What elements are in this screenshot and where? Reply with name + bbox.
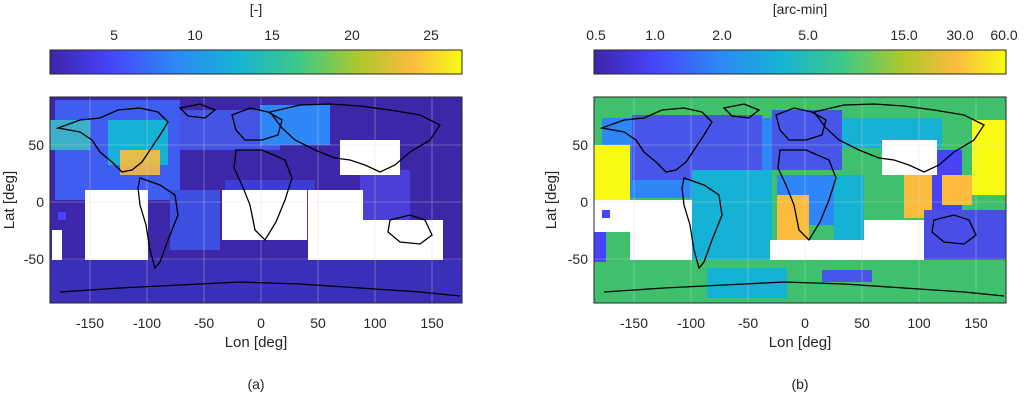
grid-a	[50, 97, 462, 303]
x-ticks: -150 -100 -50 0 50 100 150	[620, 315, 988, 331]
colorbar-tick: 60.0	[990, 27, 1017, 43]
colorbar-tick-labels: 0.5 1.0 2.0 5.0 15.0 30.0 60.0	[586, 27, 1018, 43]
x-tick: -50	[738, 315, 758, 331]
x-tick: -50	[194, 315, 214, 331]
y-tick: -50	[568, 251, 588, 267]
x-tick: 150	[964, 315, 988, 331]
colorbar-tick: 1.0	[645, 27, 665, 43]
y-axis-label: Lat [deg]	[1, 171, 18, 229]
x-ticks: -150 -100 -50 0 50 100 150	[76, 315, 444, 331]
x-tick: 50	[854, 315, 870, 331]
map-b	[594, 97, 1006, 303]
y-axis-label: Lat [deg]	[543, 171, 560, 229]
x-tick: -150	[620, 315, 648, 331]
coastline-a	[55, 103, 461, 297]
map-a	[50, 97, 462, 303]
colorbar-tick: 15.0	[890, 27, 917, 43]
y-tick: 0	[36, 194, 44, 210]
x-axis-label: Lon [deg]	[769, 334, 832, 351]
y-tick: 50	[572, 137, 588, 153]
colorbar-tick: 2.0	[712, 27, 732, 43]
x-tick: 0	[801, 315, 809, 331]
colorbar-tick: 5.0	[798, 27, 818, 43]
y-ticks: 50 0 -50	[568, 137, 588, 267]
y-tick: 0	[580, 194, 588, 210]
x-tick: 150	[420, 315, 444, 331]
x-tick: 50	[310, 315, 326, 331]
y-ticks: 50 0 -50	[24, 137, 44, 267]
x-tick: -150	[76, 315, 104, 331]
colorbar-tick: 10	[187, 27, 203, 43]
panel-a: [-] 5 10 15 20 25	[1, 1, 463, 392]
colorbar	[593, 49, 1007, 75]
colorbar-title: [-]	[250, 1, 262, 17]
x-tick: 100	[907, 315, 931, 331]
x-tick: 0	[257, 315, 265, 331]
x-tick: -100	[677, 315, 705, 331]
coastline-b	[599, 103, 1005, 297]
caption: (a)	[247, 376, 264, 392]
colorbar-tick: 0.5	[586, 27, 606, 43]
caption: (b)	[791, 376, 808, 392]
grid-b	[594, 97, 1006, 303]
map-frame	[49, 96, 463, 304]
colorbar-tick: 30.0	[946, 27, 973, 43]
x-axis-label: Lon [deg]	[225, 334, 288, 351]
colorbar-title: [arc-min]	[773, 1, 827, 17]
colorbar-tick: 15	[264, 27, 280, 43]
colorbar-tick: 20	[344, 27, 360, 43]
x-tick: 100	[363, 315, 387, 331]
colorbar	[49, 49, 463, 75]
colorbar-tick: 5	[110, 27, 118, 43]
colorbar-tick: 25	[423, 27, 439, 43]
y-tick: 50	[28, 137, 44, 153]
map-frame	[593, 96, 1007, 304]
y-tick: -50	[24, 251, 44, 267]
panel-b: [arc-min] 0.5 1.0 2.0 5.0 15.0 30.0 60.0	[543, 1, 1018, 392]
x-tick: -100	[133, 315, 161, 331]
colorbar-tick-labels: 5 10 15 20 25	[110, 27, 439, 43]
